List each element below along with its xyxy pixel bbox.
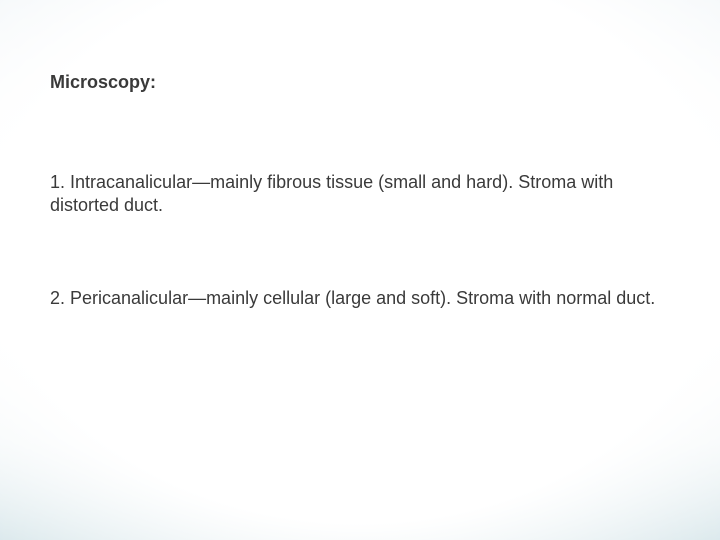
list-item-2: 2. Pericanalicular—mainly cellular (larg… [50,287,670,310]
slide: Microscopy: 1. Intracanalicular—mainly f… [0,0,720,540]
section-heading: Microscopy: [50,72,670,93]
list-item-1: 1. Intracanalicular—mainly fibrous tissu… [50,171,670,217]
